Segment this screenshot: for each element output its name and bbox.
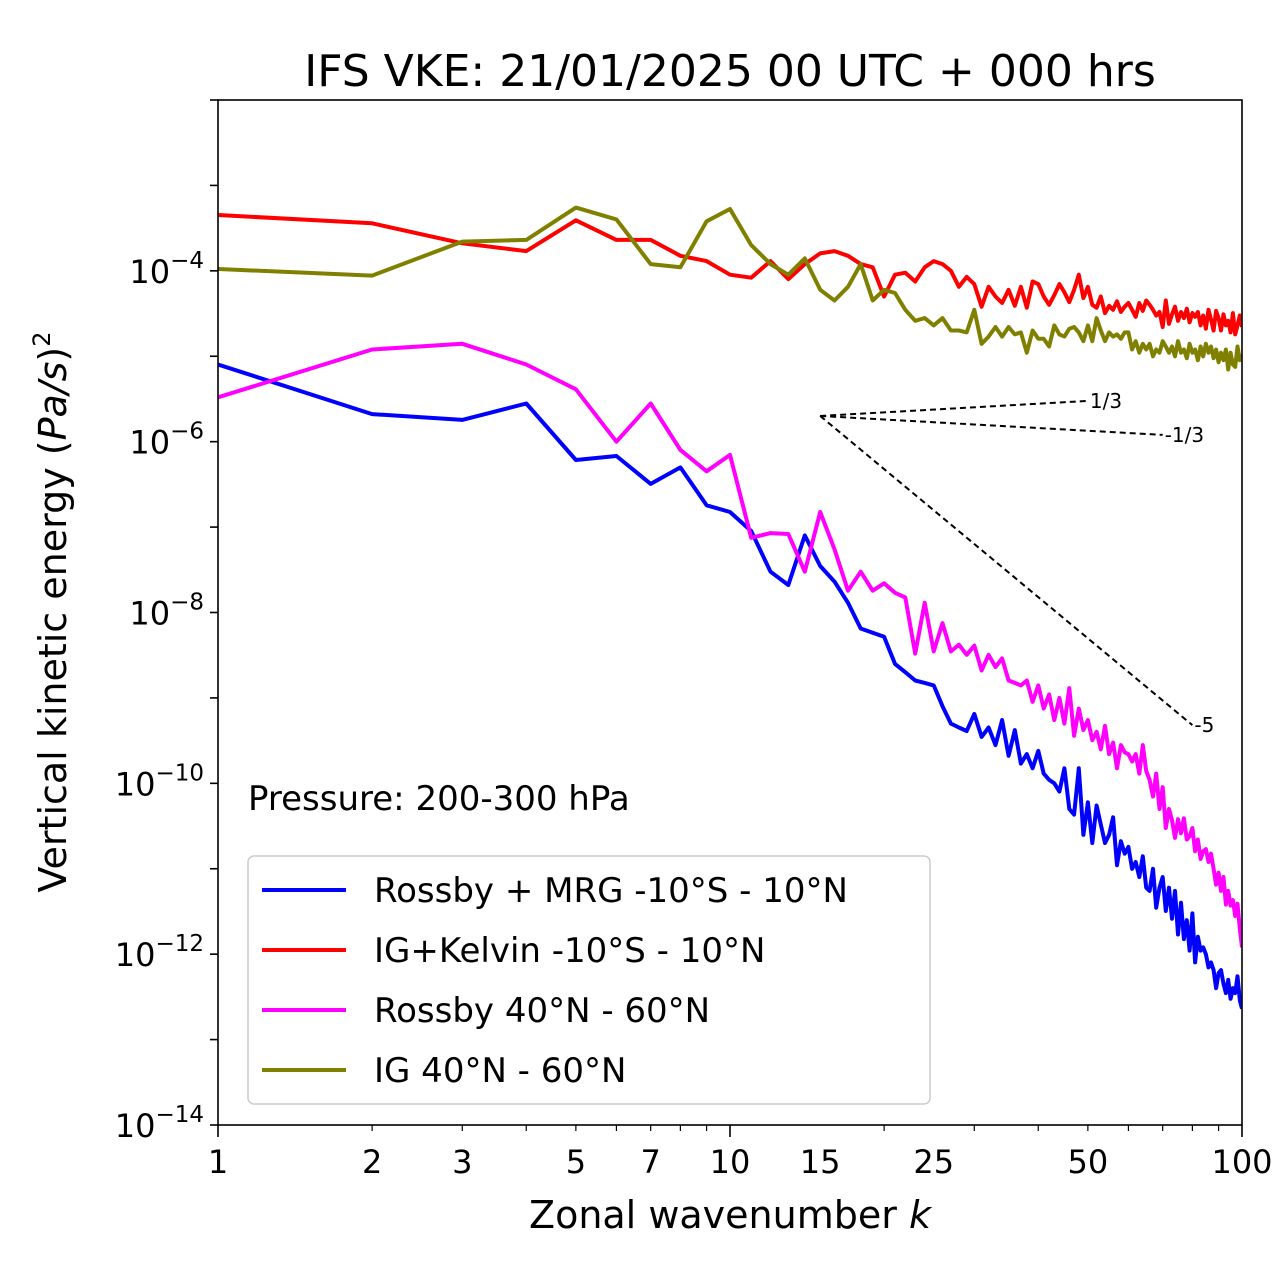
- reference-lines: 1/3 -1/3 -5: [819, 389, 1214, 737]
- x-tick-label: 50: [1068, 1143, 1109, 1181]
- y-tick-label: 10−8: [129, 590, 204, 633]
- x-tick-label: 15: [800, 1143, 841, 1181]
- legend-label-0: Rossby + MRG -10°S - 10°N: [374, 871, 848, 911]
- series-line-2: [218, 341, 1242, 948]
- x-tick-label: 2: [362, 1143, 382, 1181]
- x-tick-label: 5: [566, 1143, 586, 1181]
- y-tick-label: 10−14: [115, 1102, 204, 1145]
- x-axis-label-var: k: [909, 1193, 933, 1237]
- reference-line-1: [820, 414, 1163, 436]
- legend-label-2: Rossby 40°N - 60°N: [374, 991, 710, 1031]
- x-tick-label: 1: [208, 1143, 228, 1181]
- pressure-annotation: Pressure: 200-300 hPa: [248, 779, 630, 819]
- legend-box: [247, 855, 931, 1105]
- reference-line-2: [819, 415, 1194, 726]
- x-tick-label: 3: [452, 1143, 472, 1181]
- reference-line-label-1: -1/3: [1165, 423, 1204, 447]
- x-tick-label: 100: [1211, 1143, 1272, 1181]
- legend-label-1: IG+Kelvin -10°S - 10°N: [374, 931, 765, 971]
- x-axis-label: Zonal wavenumber k: [529, 1193, 933, 1237]
- x-tick-label: 10: [710, 1143, 751, 1181]
- y-axis-label-close: ): [31, 347, 75, 362]
- x-axis-ticks: 1 2 3 5 7 10 15 25 50 100: [208, 1125, 1273, 1181]
- y-axis-label: Vertical kinetic energy (Pa/s)2: [28, 331, 75, 892]
- x-axis-label-text: Zonal wavenumber: [529, 1193, 909, 1237]
- series-line-1: [218, 213, 1242, 337]
- reference-line-label-0: 1/3: [1090, 389, 1122, 413]
- y-tick-label: 10−4: [129, 248, 204, 291]
- chart-title: IFS VKE: 21/01/2025 00 UTC + 000 hrs: [304, 46, 1156, 97]
- y-axis-ticks: 10−4 10−6 10−8 10−10 10−12 10−14: [115, 99, 218, 1145]
- reference-line-label-2: -5: [1194, 713, 1214, 737]
- legend-entries: Rossby + MRG -10°S - 10°N IG+Kelvin -10°S…: [262, 871, 848, 1091]
- legend-label-3: IG 40°N - 60°N: [374, 1051, 626, 1091]
- y-tick-label: 10−12: [115, 931, 204, 974]
- x-tick-label: 25: [913, 1143, 954, 1181]
- series-layer: [218, 205, 1242, 1010]
- x-tick-label: 7: [641, 1143, 661, 1181]
- y-axis-label-sup: 2: [28, 331, 56, 346]
- y-axis-label-text: Vertical kinetic energy (: [31, 440, 75, 892]
- y-tick-label: 10−10: [115, 760, 204, 803]
- y-axis-label-var: Pa/s: [31, 362, 75, 441]
- reference-line-0: [820, 399, 1088, 417]
- y-tick-label: 10−6: [129, 419, 204, 462]
- legend: Rossby + MRG -10°S - 10°N IG+Kelvin -10°S…: [247, 855, 931, 1105]
- series-line-0: [218, 362, 1242, 1010]
- series-line-3: [218, 205, 1242, 372]
